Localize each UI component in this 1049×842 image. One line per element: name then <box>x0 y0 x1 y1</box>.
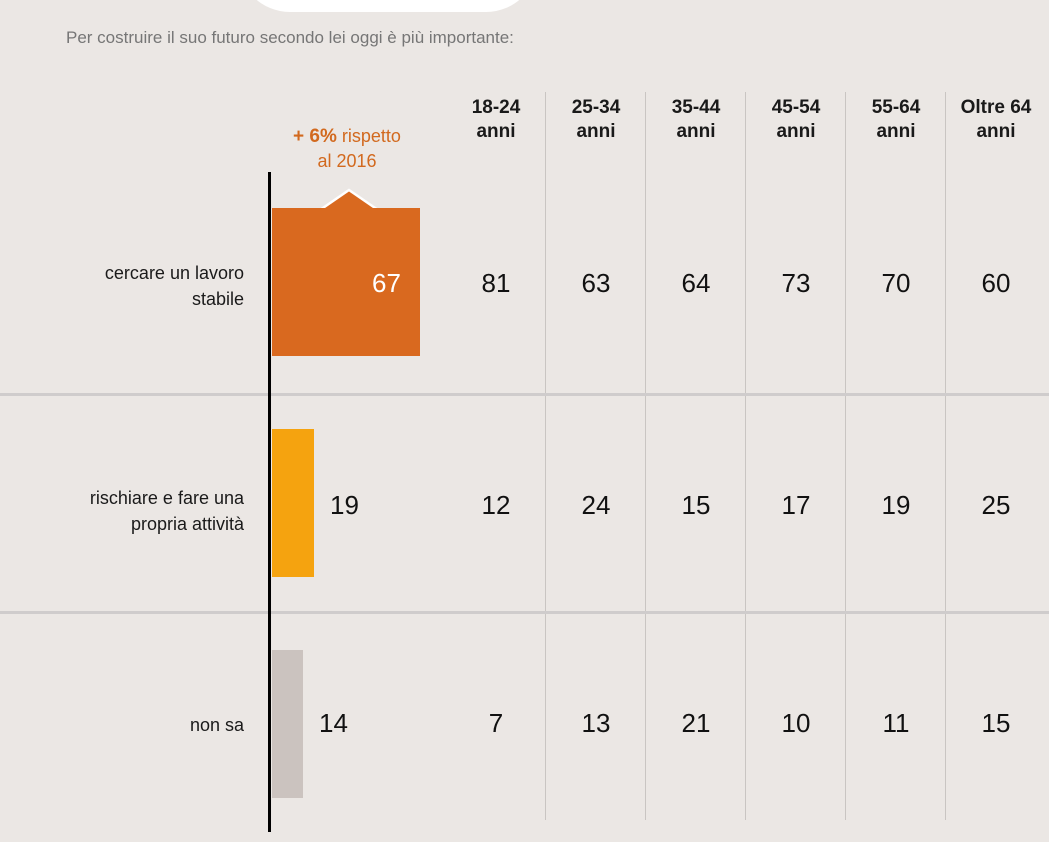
table-cell: 17 <box>781 490 811 520</box>
row-label-line2: stabile <box>191 289 244 309</box>
column-header-line2: anni <box>676 121 716 142</box>
column-header: 25-34 anni <box>546 96 646 144</box>
table-cell: 21 <box>681 708 711 738</box>
table-cell: 70 <box>881 268 911 298</box>
bar-axis <box>268 172 271 832</box>
column-divider <box>645 92 646 820</box>
column-header-line2: anni <box>476 121 516 142</box>
column-header-line1: 45-54 <box>771 97 821 118</box>
question-text: Per costruire il suo futuro secondo lei … <box>66 28 514 47</box>
bar-value-label: 67 <box>372 268 401 298</box>
row-divider <box>0 611 1049 614</box>
column-header-line2: anni <box>876 121 916 142</box>
column-header-line1: 25-34 <box>571 97 621 118</box>
table-cell: 73 <box>781 268 811 298</box>
row-label-line1: cercare un lavoro <box>104 263 244 283</box>
table-cell: 64 <box>681 268 711 298</box>
row-label-line1: rischiare e fare una <box>89 488 244 508</box>
table-cell: 24 <box>581 490 611 520</box>
column-divider <box>945 92 946 820</box>
table-cell: 15 <box>681 490 711 520</box>
table-cell: 12 <box>481 490 511 520</box>
row-label: non sa <box>190 712 244 738</box>
table-cell: 13 <box>581 708 611 738</box>
row-label-line2: non sa <box>189 715 244 735</box>
column-header-line1: 18-24 <box>471 97 521 118</box>
bar-non-sa <box>272 650 303 798</box>
table-cell: 7 <box>488 708 504 738</box>
column-header-line1: 35-44 <box>671 97 721 118</box>
table-cell: 81 <box>481 268 511 298</box>
row-label: rischiare e fare una propria attività <box>90 485 244 537</box>
column-divider <box>745 92 746 820</box>
column-divider <box>545 92 546 820</box>
bar-value-label: 19 <box>330 490 359 520</box>
column-header: 35-44 anni <box>646 96 746 144</box>
column-header-line2: anni <box>976 121 1016 142</box>
table-cell: 60 <box>981 268 1011 298</box>
row-label-line2: propria attività <box>130 514 244 534</box>
column-header: 18-24 anni <box>446 96 546 144</box>
bar-value-label: 14 <box>319 708 348 738</box>
table-cell: 19 <box>881 490 911 520</box>
bar-propria-attivita <box>272 429 314 577</box>
top-tab-shape <box>238 0 538 12</box>
column-header: Oltre 64 anni <box>946 96 1046 144</box>
table-cell: 25 <box>981 490 1011 520</box>
table-cell: 63 <box>581 268 611 298</box>
annotation-text: rispetto <box>341 126 401 146</box>
table-cell: 11 <box>882 708 910 738</box>
bar-lavoro-stabile <box>272 208 420 356</box>
row-label: cercare un lavoro stabile <box>105 260 244 312</box>
column-header-line1: Oltre 64 <box>960 97 1032 118</box>
column-header-line1: 55-64 <box>871 97 921 118</box>
row-divider <box>0 393 1049 396</box>
change-annotation: + 6% rispetto al 2016 <box>262 124 432 173</box>
column-header: 55-64 anni <box>846 96 946 144</box>
column-header: 45-54 anni <box>746 96 846 144</box>
table-cell: 15 <box>981 708 1011 738</box>
column-divider <box>845 92 846 820</box>
annotation-change-value: + 6% <box>293 126 337 147</box>
table-cell: 10 <box>781 708 811 738</box>
column-header-line2: anni <box>776 121 816 142</box>
column-header-line2: anni <box>576 121 616 142</box>
annotation-year: al 2016 <box>317 151 377 171</box>
